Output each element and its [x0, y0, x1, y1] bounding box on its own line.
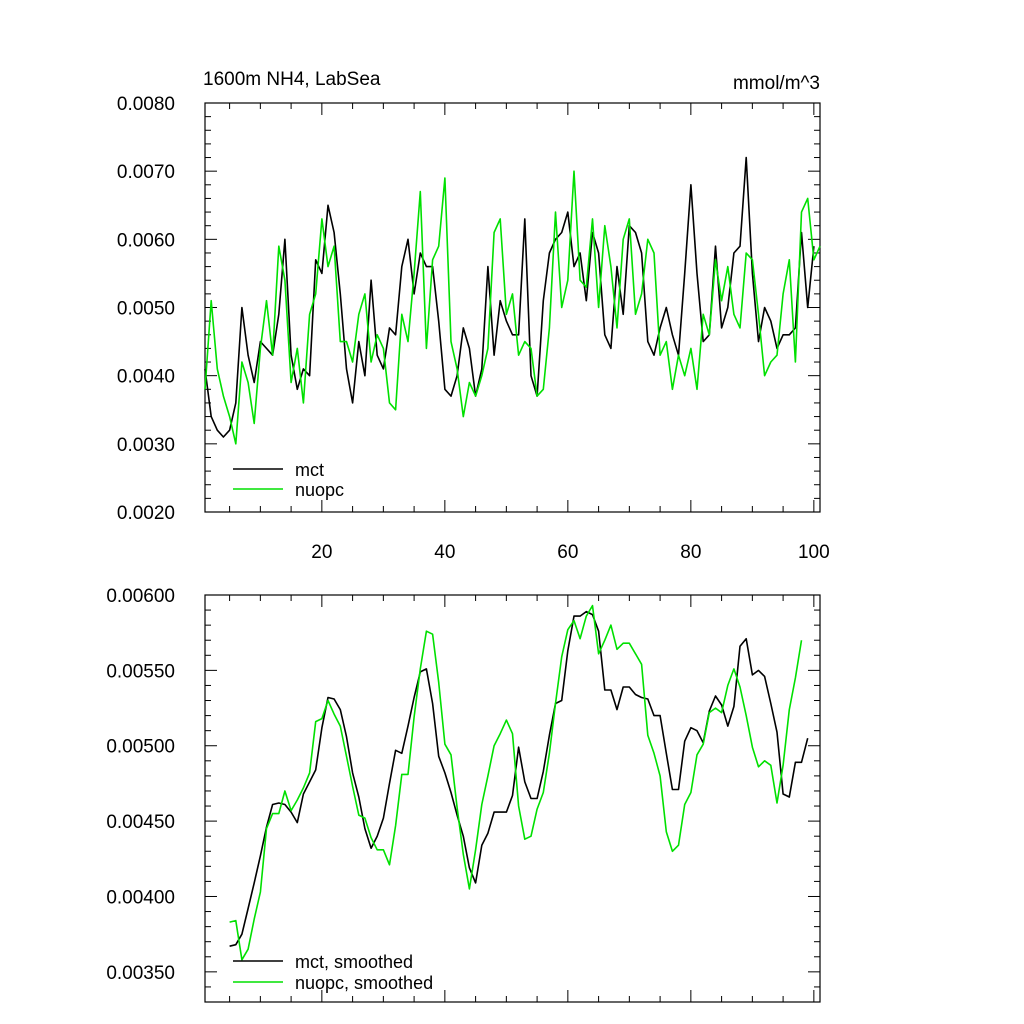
series-line-nuopc-smoothed [229, 604, 803, 961]
legend-label-nuopc: nuopc [295, 480, 344, 500]
x-tick-label: 80 [680, 542, 701, 563]
y-tick-label: 0.0060 [117, 230, 175, 251]
legend-top: mct nuopc [233, 460, 344, 500]
y-tick-label: 0.0040 [117, 367, 175, 388]
x-axis-bottom [229, 595, 815, 1002]
chart-title: 1600m NH4, LabSea [203, 69, 381, 90]
y-tick-label: 0.0070 [117, 162, 175, 183]
x-axis-top: 20 40 60 80 100 [229, 103, 830, 563]
legend-bottom: mct, smoothed nuopc, smoothed [233, 952, 433, 993]
x-tick-label: 40 [434, 542, 455, 563]
y-tick-label: 0.0080 [117, 94, 175, 115]
x-tick-label: 100 [798, 542, 830, 563]
chart-units: mmol/m^3 [733, 73, 820, 94]
y-tick-label: 0.0020 [117, 503, 175, 524]
y-tick-label: 0.00500 [106, 737, 175, 758]
x-tick-label: 60 [557, 542, 578, 563]
legend-label-mct: mct [295, 460, 324, 480]
series-lines-bottom [229, 604, 809, 961]
y-axis-top: 0.0020 0.0030 0.0040 0.0050 0.0060 0.0070 0.00… [117, 94, 820, 524]
y-tick-label: 0.00600 [106, 586, 175, 607]
y-tick-label: 0.00350 [106, 963, 175, 984]
x-tick-label: 20 [311, 542, 332, 563]
top-panel: 20 40 60 80 100 0.00200.00300.00400.00500.00… [117, 69, 830, 563]
y-tick-label: 0.00400 [106, 887, 175, 908]
legend-label-mct-smoothed: mct, smoothed [295, 952, 413, 972]
y-tick-label: 0.0030 [117, 435, 175, 456]
plot-frame-bottom [204, 594, 821, 1003]
bottom-panel: 0.00350 0.00400 0.00450 0.00500 0.00550 0.006… [106, 586, 821, 1003]
y-tick-label: 0.0050 [117, 299, 175, 320]
y-tick-label: 0.00450 [106, 812, 175, 833]
series-line-mct-smoothed [229, 610, 809, 947]
y-tick-label: 0.00550 [106, 661, 175, 682]
legend-label-nuopc-smoothed: nuopc, smoothed [295, 973, 433, 993]
series-lines-top [204, 156, 821, 445]
series-line-nuopc [204, 170, 821, 445]
y-axis-bottom: 0.00350 0.00400 0.00450 0.00500 0.00550 0.006… [106, 586, 820, 1003]
